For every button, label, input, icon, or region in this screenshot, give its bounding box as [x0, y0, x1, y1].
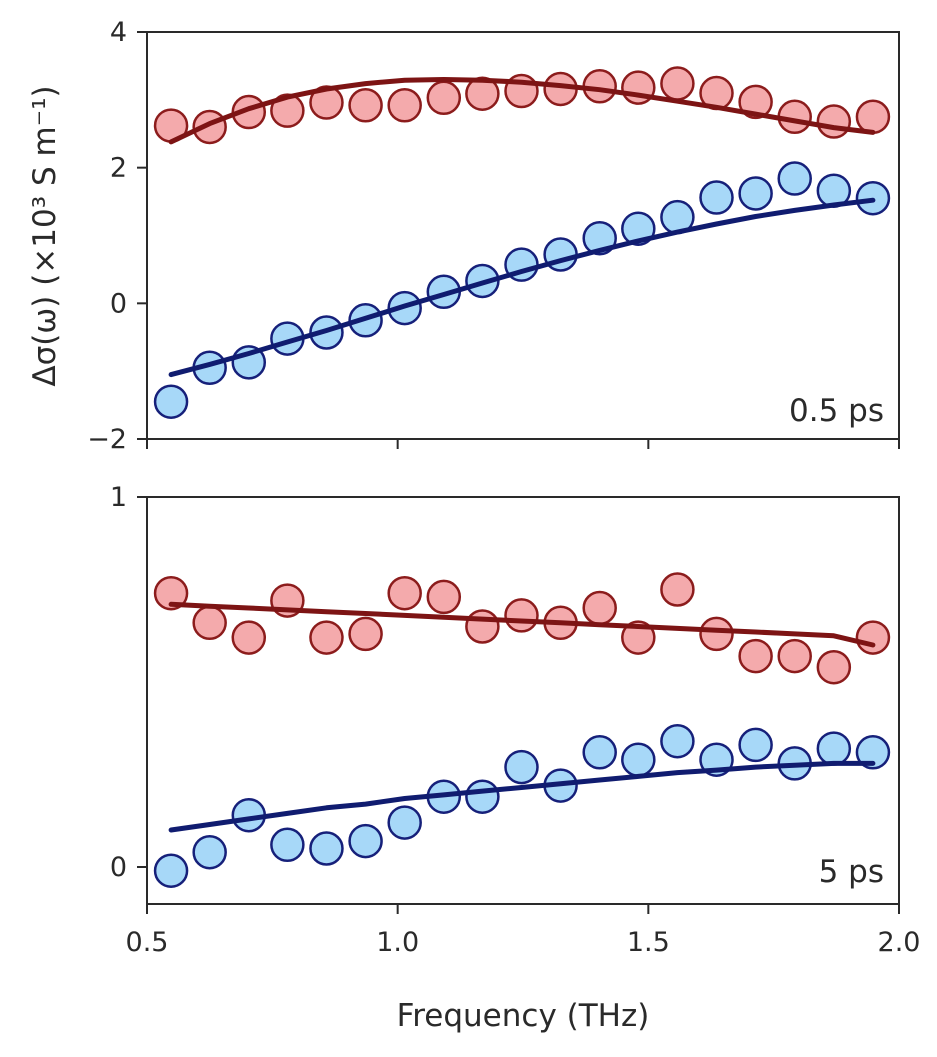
bottom-series-1-point — [855, 620, 891, 655]
bottom-series-2-point — [660, 723, 695, 759]
bottom-series-1-point — [738, 638, 773, 674]
axes-text: −2 0 2 4 0 1 0.5 1.0 1.5 2.0 — [87, 17, 920, 958]
bottom-series-2-point — [465, 779, 500, 814]
bottom-panel-frame — [146, 496, 900, 905]
top-y-tick-label: 2 — [110, 153, 127, 184]
bottom-series-2-point — [504, 749, 539, 785]
bottom-series-1-point — [309, 620, 344, 655]
bottom-series-1-point — [192, 605, 227, 641]
top-series-1-point — [855, 99, 891, 135]
bottom-series-2-point — [855, 735, 891, 770]
bottom-series-2-fit-line — [168, 760, 876, 833]
top-series-1-point — [660, 66, 695, 101]
top-y-tick-label: −2 — [87, 424, 127, 455]
bottom-series-1-point — [777, 638, 812, 674]
top-series-2-point — [777, 161, 812, 196]
top-series-1-point — [816, 104, 852, 139]
bottom-series-2-point — [582, 735, 617, 770]
top-series-2-point — [699, 180, 734, 215]
bottom-panel-label: 5 ps — [819, 854, 884, 890]
bottom-series-2-point — [192, 834, 227, 870]
bottom-x-tick-label: 2.0 — [878, 927, 921, 958]
x-axis-title: Frequency (THz) — [397, 998, 650, 1034]
bottom-panel-marks — [153, 572, 891, 888]
bottom-series-1-point — [465, 609, 500, 644]
top-panel-label: 0.5 ps — [789, 393, 884, 429]
bottom-x-tick-label: 0.5 — [126, 927, 169, 958]
bottom-y-tick-label: 1 — [110, 482, 127, 513]
top-series-1-fit-line — [168, 77, 876, 145]
top-series-2-point — [153, 384, 189, 419]
bottom-series-1-point — [582, 590, 617, 626]
bottom-series-1-point — [153, 575, 189, 611]
top-y-tick-label: 4 — [110, 17, 127, 48]
bottom-y-tick-label: 0 — [110, 852, 127, 883]
bottom-series-1-point — [660, 572, 695, 607]
bottom-series-1-point — [504, 598, 539, 633]
top-series-2-point — [738, 176, 773, 211]
bottom-series-1-point — [387, 575, 422, 611]
y-axis-title: Δσ(ω) (×10³ S m⁻¹) — [27, 85, 63, 386]
bottom-series-1-fit-line — [168, 601, 876, 648]
bottom-series-2-point — [348, 823, 383, 859]
bottom-series-2-point — [153, 853, 189, 888]
top-series-1-point — [348, 88, 383, 123]
bottom-series-1-point — [621, 620, 656, 655]
bottom-series-2-point — [309, 831, 344, 866]
bottom-series-2-point — [621, 742, 656, 777]
top-panel-marks — [153, 66, 891, 419]
top-series-1-point — [426, 80, 462, 116]
top-y-tick-label: 0 — [110, 288, 127, 319]
top-series-1-point — [387, 88, 422, 123]
top-series-2-fit-line — [168, 197, 876, 378]
bottom-series-2-point — [387, 805, 422, 840]
bottom-series-2-point — [738, 727, 773, 763]
bottom-series-1-point — [348, 616, 383, 652]
bottom-series-2-point — [816, 731, 852, 766]
bottom-series-1-point — [816, 649, 852, 685]
bottom-series-1-point — [426, 579, 462, 615]
bottom-series-2-point — [270, 827, 305, 863]
bottom-series-1-point — [699, 616, 734, 652]
bottom-series-1-point — [231, 620, 267, 655]
top-panel-frame — [146, 31, 900, 440]
top-series-1-point — [738, 84, 773, 120]
bottom-x-tick-label: 1.0 — [376, 927, 419, 958]
bottom-x-tick-label: 1.5 — [627, 927, 670, 958]
